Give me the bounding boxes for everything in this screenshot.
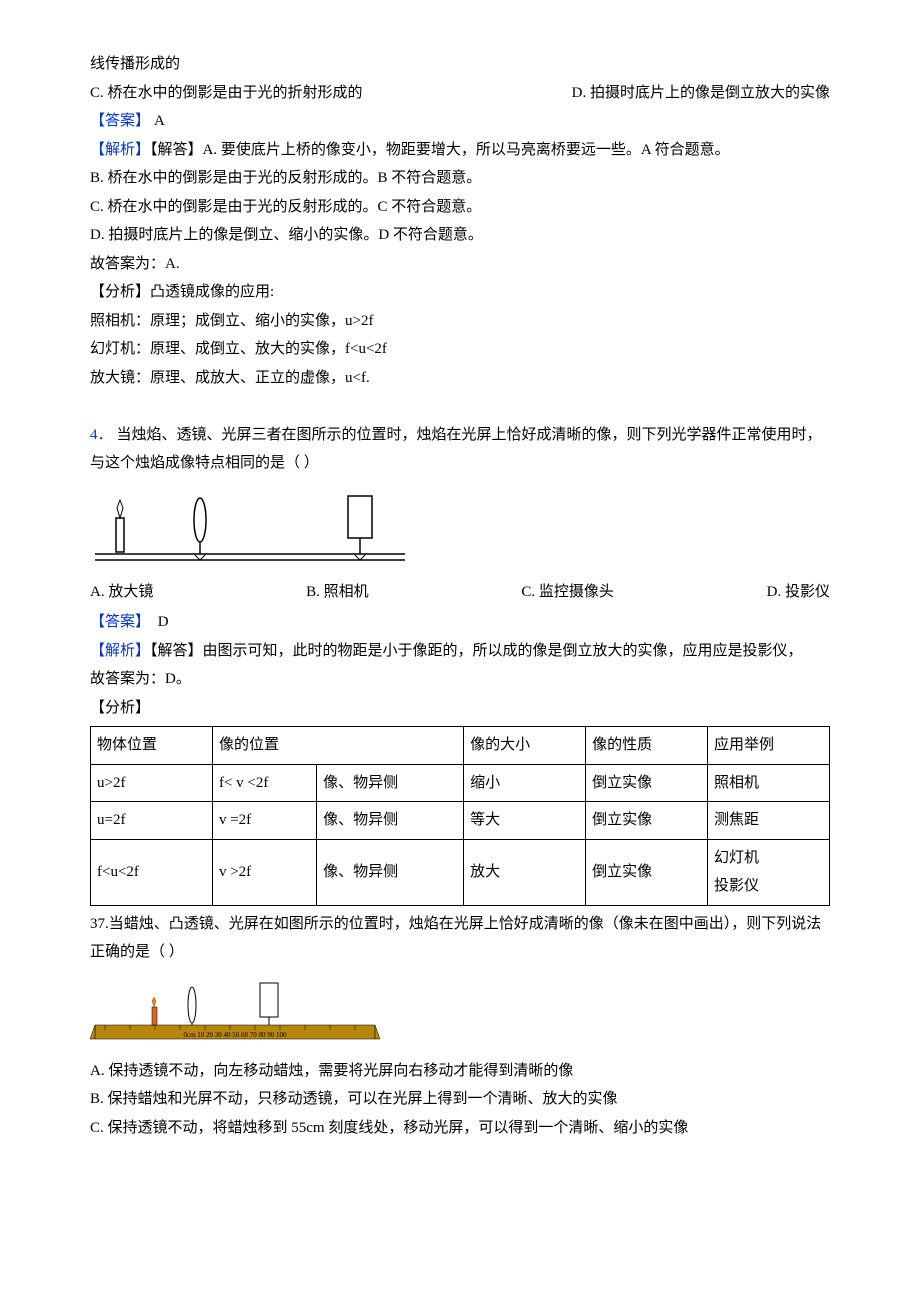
answer-label: 【答案】	[90, 614, 150, 630]
q4-analysis-conclusion: 故答案为：D。	[90, 665, 830, 694]
th-object-pos: 物体位置	[91, 727, 213, 765]
q37-diagram: 0cm 10 20 30 40 50 60 70 80 90 100	[90, 977, 830, 1047]
prev-fx-2: 幻灯机：原理、成倒立、放大的实像，f<u<2f	[90, 335, 830, 364]
q4-stem-text: 当烛焰、透镜、光屏三者在图所示的位置时，烛焰在光屏上恰好成清晰的像，则下列光学器…	[90, 427, 822, 472]
answer-label: 【答案】	[90, 113, 150, 129]
prev-analysis-d: D. 拍摄时底片上的像是倒立、缩小的实像。D 不符合题意。	[90, 221, 830, 250]
th-application: 应用举例	[708, 727, 830, 765]
cell: 缩小	[464, 764, 586, 802]
q4-stem: 4．当烛焰、透镜、光屏三者在图所示的位置时，烛焰在光屏上恰好成清晰的像，则下列光…	[90, 421, 830, 478]
cell: 像、物异侧	[317, 764, 464, 802]
th-image-nature: 像的性质	[586, 727, 708, 765]
prev-analysis-conclusion: 故答案为：A.	[90, 250, 830, 279]
analysis-label: 【解析】	[90, 643, 150, 659]
prev-analysis-a: 【解析】【解答】A. 要使底片上桥的像变小，物距要增大，所以马亮离桥要远一些。A…	[90, 136, 830, 165]
table-header-row: 物体位置 像的位置 像的大小 像的性质 应用举例	[91, 727, 830, 765]
ruler-labels: 0cm 10 20 30 40 50 60 70 80 90 100	[183, 1031, 287, 1039]
q4-answer: 【答案】 D	[90, 608, 830, 637]
cell: v =2f	[212, 802, 316, 840]
q37-stem: 37.当蜡烛、凸透镜、光屏在如图所示的位置时，烛焰在光屏上恰好成清晰的像（像未在…	[90, 910, 830, 967]
q37-option-b: B. 保持蜡烛和光屏不动，只移动透镜，可以在光屏上得到一个清晰、放大的实像	[90, 1085, 830, 1114]
prev-answer: 【答案】A	[90, 107, 830, 136]
cell: u>2f	[91, 764, 213, 802]
q37-number: 37.	[90, 916, 109, 932]
cell: 照相机	[708, 764, 830, 802]
cell: 放大	[464, 839, 586, 905]
prev-analysis-c: C. 桥在水中的倒影是由于光的反射形成的。C 不符合题意。	[90, 193, 830, 222]
q4-diagram	[90, 488, 830, 568]
cell: f< v <2f	[212, 764, 316, 802]
cell: 倒立实像	[586, 764, 708, 802]
q4-analysis: 【解析】【解答】由图示可知，此时的物距是小于像距的，所以成的像是倒立放大的实像，…	[90, 637, 830, 666]
th-image-pos: 像的位置	[212, 727, 463, 765]
prev-fragment-line: 线传播形成的	[90, 50, 830, 79]
cell: 像、物异侧	[317, 802, 464, 840]
q37-stem-text: 当蜡烛、凸透镜、光屏在如图所示的位置时，烛焰在光屏上恰好成清晰的像（像未在图中画…	[90, 916, 821, 961]
q4-option-b: B. 照相机	[306, 578, 369, 607]
analysis-text-a: 【解答】A. 要使底片上桥的像变小，物距要增大，所以马亮离桥要远一些。A 符合题…	[150, 142, 730, 158]
cell: 等大	[464, 802, 586, 840]
table-row: f<u<2f v >2f 像、物异侧 放大 倒立实像 幻灯机 投影仪	[91, 839, 830, 905]
cell-line: 幻灯机	[714, 850, 759, 866]
cell: v >2f	[212, 839, 316, 905]
answer-value: A	[154, 113, 165, 129]
prev-option-d: D. 拍摄时底片上的像是倒立放大的实像	[572, 79, 830, 108]
q37-option-a: A. 保持透镜不动，向左移动蜡烛，需要将光屏向右移动才能得到清晰的像	[90, 1057, 830, 1086]
cell: 测焦距	[708, 802, 830, 840]
q4-option-d: D. 投影仪	[767, 578, 830, 607]
prev-fx-1: 照相机：原理；成倒立、缩小的实像，u>2f	[90, 307, 830, 336]
q4-option-c: C. 监控摄像头	[521, 578, 614, 607]
cell: 幻灯机 投影仪	[708, 839, 830, 905]
prev-options-row-cd: C. 桥在水中的倒影是由于光的折射形成的 D. 拍摄时底片上的像是倒立放大的实像	[90, 79, 830, 108]
cell-line: 投影仪	[714, 878, 759, 894]
q4-number: 4．	[90, 427, 113, 443]
q4-answer-value: D	[154, 614, 169, 630]
q4-analysis-text: 【解答】由图示可知，此时的物距是小于像距的，所以成的像是倒立放大的实像，应用应是…	[150, 643, 803, 659]
q4-option-a: A. 放大镜	[90, 578, 153, 607]
q37-option-c: C. 保持透镜不动，将蜡烛移到 55cm 刻度线处，移动光屏，可以得到一个清晰、…	[90, 1114, 830, 1143]
prev-option-c: C. 桥在水中的倒影是由于光的折射形成的	[90, 79, 363, 108]
cell: u=2f	[91, 802, 213, 840]
prev-fx-label: 【分析】凸透镜成像的应用:	[90, 278, 830, 307]
cell: 倒立实像	[586, 802, 708, 840]
th-image-size: 像的大小	[464, 727, 586, 765]
analysis-label: 【解析】	[90, 142, 150, 158]
q4-fx-label: 【分析】	[90, 694, 830, 723]
prev-fx-3: 放大镜：原理、成放大、正立的虚像，u<f.	[90, 364, 830, 393]
cell: 像、物异侧	[317, 839, 464, 905]
table-row: u>2f f< v <2f 像、物异侧 缩小 倒立实像 照相机	[91, 764, 830, 802]
prev-analysis-b: B. 桥在水中的倒影是由于光的反射形成的。B 不符合题意。	[90, 164, 830, 193]
lens-imaging-table: 物体位置 像的位置 像的大小 像的性质 应用举例 u>2f f< v <2f 像…	[90, 726, 830, 906]
table-row: u=2f v =2f 像、物异侧 等大 倒立实像 测焦距	[91, 802, 830, 840]
cell: f<u<2f	[91, 839, 213, 905]
cell: 倒立实像	[586, 839, 708, 905]
q4-options: A. 放大镜 B. 照相机 C. 监控摄像头 D. 投影仪	[90, 578, 830, 607]
